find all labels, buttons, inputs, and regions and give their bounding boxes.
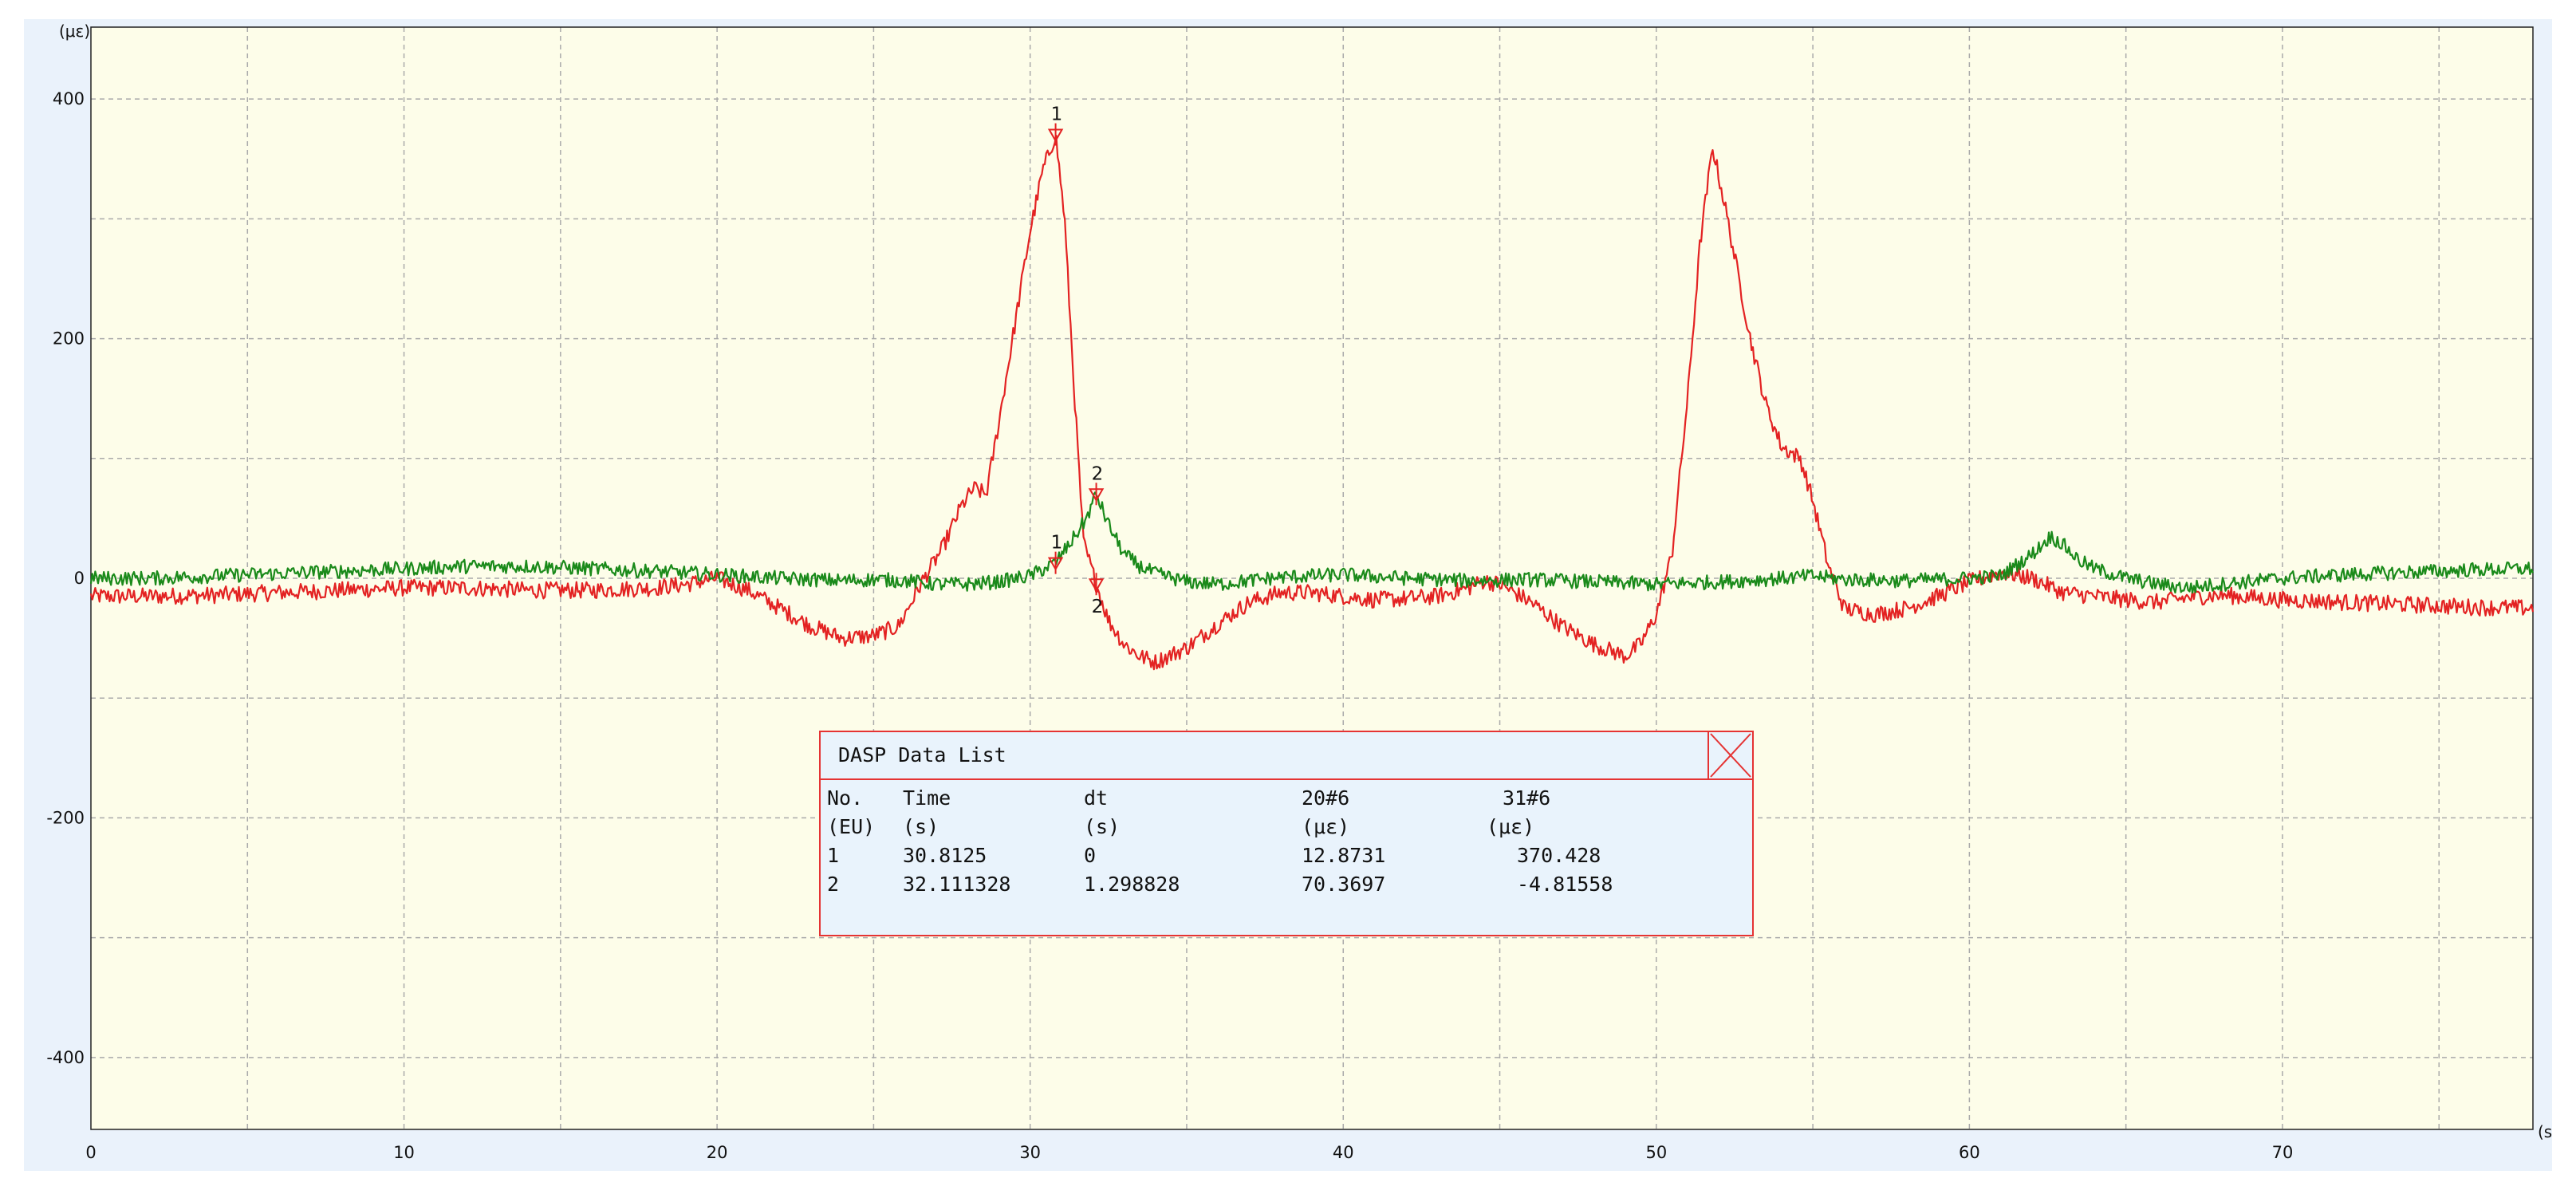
header-ch1: 20#6 <box>1302 786 1350 810</box>
cursor-label: 2 <box>1092 597 1104 617</box>
row1-ch2: 370.428 <box>1517 844 1601 867</box>
cursor-label: 2 <box>1092 463 1104 484</box>
y-tick-label: 200 <box>53 329 85 349</box>
header-dt: dt <box>1084 786 1109 810</box>
data-list-panel[interactable]: DASP Data List No. Time dt 20#6 31#6 (EU… <box>819 731 1754 936</box>
unit-ch1: (με) <box>1302 815 1350 838</box>
chart-frame: 1 1 2 2 0 10 20 30 40 50 60 70 -400 -200 0 200 400 (με) (s… <box>24 19 2552 1171</box>
series-line-1 <box>89 134 2535 671</box>
cursor-label: 1 <box>1051 104 1063 125</box>
table-row[interactable]: 2 32.111328 1.298828 70.3697 -4.81558 <box>821 873 1752 900</box>
row2-ch2: -4.81558 <box>1517 873 1613 896</box>
row1-time: 30.8125 <box>903 844 987 867</box>
row1-ch1: 12.8731 <box>1302 844 1386 867</box>
data-list-titlebar[interactable]: DASP Data List <box>821 732 1752 780</box>
data-list-units-row: (EU) (s) (s) (με) (με) <box>821 815 1752 842</box>
table-row[interactable]: 1 30.8125 0 12.8731 370.428 <box>821 844 1752 871</box>
y-unit-label: (με) <box>59 22 90 41</box>
y-tick-label: 400 <box>53 89 85 108</box>
row2-no: 2 <box>827 873 840 896</box>
row2-dt: 1.298828 <box>1084 873 1180 896</box>
close-button[interactable] <box>1707 732 1752 778</box>
x-tick-label: 10 <box>393 1143 415 1162</box>
x-tick-label: 0 <box>85 1143 96 1162</box>
x-unit-label: (s) <box>2538 1122 2552 1141</box>
header-ch2: 31#6 <box>1503 786 1551 810</box>
close-icon <box>1710 733 1751 778</box>
unit-dt: (s) <box>1084 815 1121 838</box>
x-tick-label: 50 <box>1645 1143 1667 1162</box>
y-tick-label: -400 <box>46 1048 85 1067</box>
series-line-2 <box>89 491 2535 594</box>
x-tick-label: 70 <box>2272 1143 2294 1162</box>
row1-no: 1 <box>827 844 840 867</box>
x-tick-label: 40 <box>1333 1143 1354 1162</box>
row2-time: 32.111328 <box>903 873 1011 896</box>
header-no: No. <box>827 786 864 810</box>
x-tick-label: 20 <box>707 1143 728 1162</box>
cursor-label: 1 <box>1051 533 1063 554</box>
unit-no: (EU) <box>827 815 876 838</box>
data-list-title: DASP Data List <box>838 743 1006 766</box>
x-tick-label: 30 <box>1019 1143 1041 1162</box>
y-tick-label: -200 <box>46 808 85 827</box>
row2-ch1: 70.3697 <box>1302 873 1386 896</box>
header-time: Time <box>903 786 951 810</box>
x-tick-label: 60 <box>1959 1143 1980 1162</box>
data-list-header-row: No. Time dt 20#6 31#6 <box>821 786 1752 814</box>
row1-dt: 0 <box>1084 844 1097 867</box>
unit-time: (s) <box>903 815 939 838</box>
unit-ch2: (με) <box>1487 815 1535 838</box>
y-tick-label: 0 <box>74 569 85 588</box>
